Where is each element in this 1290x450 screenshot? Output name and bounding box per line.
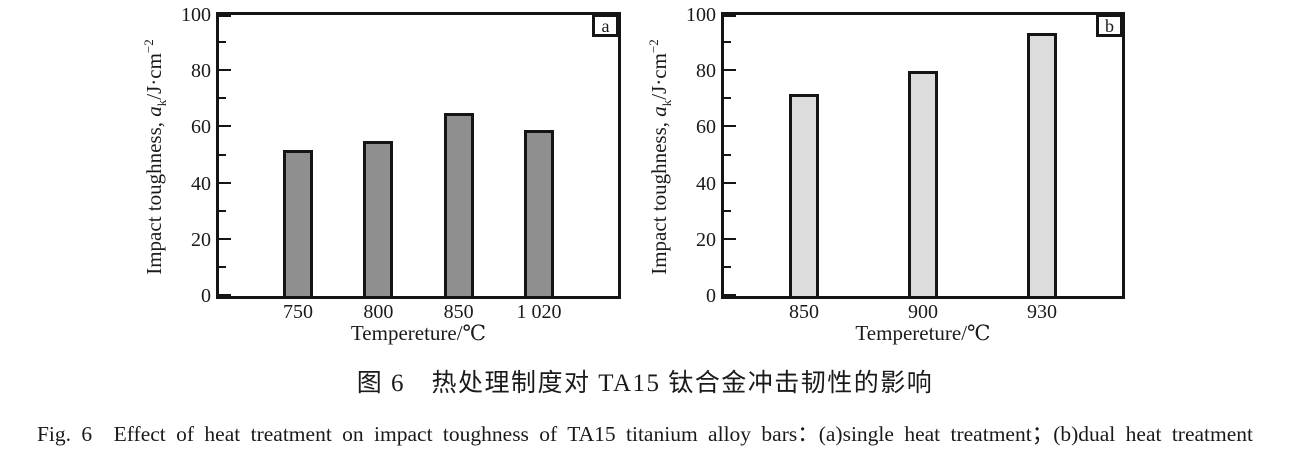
x-tick-label: 900 (908, 301, 938, 323)
y-axis-symbol-subscript: k (659, 99, 675, 107)
y-minor-tick (219, 153, 226, 156)
bar-1020 (524, 130, 554, 296)
y-tick-label: 40 (191, 172, 211, 195)
y-axis-unit-exponent: −2 (645, 39, 661, 54)
x-axis-title-a: Tempereture/℃ (350, 321, 487, 345)
bar-850 (443, 113, 474, 296)
y-tick-label: 100 (181, 4, 211, 26)
x-tick-label: 1 020 (516, 301, 562, 323)
y-minor-tick (219, 265, 226, 268)
y-minor-tick (219, 41, 226, 44)
x-tick-label: 930 (1027, 301, 1057, 323)
y-tick-label: 100 (686, 4, 716, 26)
y-tick-label: 20 (696, 228, 716, 251)
x-tick-label: 850 (443, 301, 474, 323)
panel-label-a: a (592, 14, 619, 37)
y-major-tick (724, 237, 736, 240)
caption-english: Fig. 6 Effect of heat treatment on impac… (36, 422, 1254, 446)
y-major-tick (724, 294, 736, 296)
x-tick-label: 800 (363, 301, 394, 323)
y-minor-tick (724, 265, 731, 268)
y-axis-title-text: Impact toughness, (646, 116, 671, 275)
y-tick-label: 80 (696, 60, 716, 83)
y-major-tick (219, 237, 231, 240)
panel-label-b: b (1096, 14, 1123, 37)
bar-750 (283, 149, 313, 296)
x-axis-title-b: Tempereture/℃ (855, 321, 991, 345)
y-major-tick (219, 15, 231, 17)
y-minor-tick (724, 209, 731, 212)
y-tick-label: 0 (201, 285, 211, 307)
bar-930 (1027, 33, 1057, 296)
bar-850 (789, 93, 819, 296)
caption-chinese: 图 6 热处理制度对 TA15 钛合金冲击韧性的影响 (356, 370, 934, 397)
y-major-tick (219, 69, 231, 72)
y-minor-tick (219, 97, 226, 100)
y-minor-tick (724, 153, 731, 156)
x-tick-label: 750 (283, 301, 313, 323)
y-major-tick (724, 181, 736, 184)
y-tick-label: 60 (191, 116, 211, 139)
y-axis-symbol: a (646, 106, 671, 117)
bar-900 (908, 71, 938, 296)
y-tick-label: 40 (696, 172, 716, 195)
y-minor-tick (724, 97, 731, 100)
panel-label-a-text: a (601, 15, 610, 36)
panel-label-b-text: b (1105, 15, 1114, 36)
y-tick-label: 0 (706, 285, 716, 307)
bar-800 (363, 141, 394, 296)
y-major-tick (724, 125, 736, 128)
y-tick-label: 80 (191, 60, 211, 83)
y-major-tick (219, 181, 231, 184)
y-major-tick (219, 125, 231, 128)
y-major-tick (724, 69, 736, 72)
y-tick-label: 20 (191, 228, 211, 251)
x-tick-label: 850 (789, 301, 819, 323)
y-minor-tick (219, 209, 226, 212)
y-tick-label: 60 (696, 116, 716, 139)
y-major-tick (219, 294, 231, 296)
plot-area-a: a 0 20 40 60 80 100 750 800 850 1 020 (181, 5, 621, 322)
plot-area-b: b 0 20 40 60 80 100 850 900 930 (686, 5, 1125, 322)
y-minor-tick (724, 41, 731, 44)
y-major-tick (724, 15, 736, 17)
